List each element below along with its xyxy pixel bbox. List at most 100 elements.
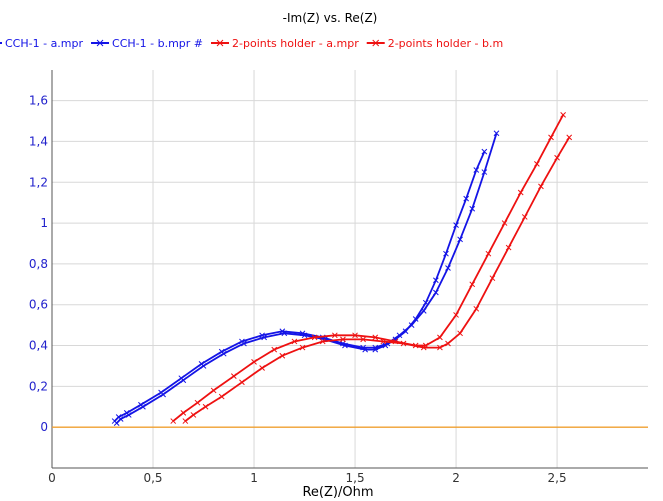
- x-tick-label: 1,5: [346, 471, 365, 485]
- data-point: [469, 281, 476, 288]
- legend-marker-2: [96, 39, 104, 47]
- data-point: [170, 418, 177, 424]
- data-point: [453, 312, 459, 318]
- legend-label-4: 2-points holder - b.m: [388, 37, 503, 50]
- data-point: [279, 352, 286, 359]
- data-point: [259, 365, 265, 371]
- data-point: [178, 375, 185, 382]
- data-point: [239, 379, 245, 386]
- data-point: [230, 373, 237, 380]
- legend-label-1: CCH-1 - a.mpr: [5, 37, 83, 50]
- y-tick-label: 0,4: [29, 339, 48, 353]
- data-point: [548, 134, 554, 141]
- data-point: [433, 277, 439, 284]
- data-point: [360, 344, 366, 351]
- data-point: [372, 334, 379, 341]
- series-line-4: [184, 136, 570, 422]
- data-point: [493, 130, 500, 137]
- data-point: [180, 410, 187, 416]
- data-point: [259, 332, 265, 339]
- x-tick-label: 0: [48, 471, 56, 485]
- data-point: [198, 361, 205, 367]
- legend-label-2: CCH-1 - b.mpr #: [112, 37, 203, 50]
- data-point: [473, 305, 480, 312]
- x-tick-label: 0,5: [143, 471, 162, 485]
- data-point: [182, 418, 189, 424]
- y-tick-label: 0,2: [29, 379, 48, 393]
- data-point: [554, 154, 560, 161]
- data-point: [251, 359, 257, 365]
- data-point: [396, 332, 403, 339]
- data-point: [457, 236, 463, 243]
- chart-title: -Im(Z) vs. Re(Z): [283, 11, 378, 25]
- y-tick-label: 0,6: [29, 298, 48, 312]
- data-point: [299, 330, 306, 337]
- data-point: [481, 148, 488, 155]
- data-point: [271, 346, 278, 353]
- y-axis-ticks: 0 0,2 0,4 0,6 0,8 1 1,2 1,4 1,6: [29, 94, 48, 435]
- data-point: [190, 412, 197, 418]
- data-point: [408, 322, 415, 328]
- data-point: [538, 183, 544, 190]
- data-point: [437, 344, 443, 351]
- legend-label-3: 2-points holder - a.mpr: [232, 37, 359, 50]
- data-point: [445, 340, 451, 347]
- data-point: [469, 205, 476, 212]
- x-tick-label: 2,5: [548, 471, 567, 485]
- y-tick-label: 1,4: [29, 134, 48, 148]
- data-point: [489, 275, 496, 282]
- data-point: [400, 340, 407, 347]
- data-point: [115, 414, 122, 420]
- data-point: [158, 389, 164, 396]
- y-tick-label: 0,8: [29, 257, 48, 271]
- x-axis-ticks: 0 0,5 1 1,5 2 2,5: [48, 471, 566, 485]
- x-axis-label: Re(Z)/Ohm: [302, 485, 373, 500]
- data-point: [340, 336, 346, 343]
- data-point: [360, 336, 366, 343]
- legend: CCH-1 - a.mpr CCH-1 - b.mpr # 2-points hol…: [0, 37, 503, 50]
- data-point: [473, 167, 480, 173]
- data-point: [566, 134, 573, 141]
- data-point: [194, 399, 201, 406]
- data-point: [311, 334, 318, 341]
- data-point: [291, 338, 298, 345]
- data-point: [380, 338, 387, 345]
- data-point: [505, 244, 512, 251]
- data-point: [123, 410, 130, 416]
- data-point: [319, 338, 326, 345]
- x-tick-label: 2: [452, 471, 460, 485]
- data-point: [420, 307, 427, 314]
- data-point: [534, 161, 540, 167]
- y-tick-label: 0: [40, 420, 48, 434]
- data-point: [218, 393, 225, 400]
- data-point: [420, 344, 427, 351]
- data-point: [445, 265, 451, 271]
- data-point: [138, 401, 144, 408]
- data-point: [352, 332, 358, 339]
- data-point: [481, 169, 488, 175]
- data-point: [560, 112, 566, 118]
- data-point: [331, 332, 338, 339]
- y-tick-label: 1,2: [29, 175, 48, 189]
- data-point: [239, 338, 245, 345]
- data-point: [210, 387, 217, 394]
- data-point: [372, 344, 379, 351]
- y-tick-label: 1: [40, 216, 48, 230]
- data-point: [453, 222, 459, 228]
- data-point: [218, 348, 225, 355]
- data-point: [443, 250, 449, 257]
- data-point: [463, 195, 470, 202]
- legend-marker-3: [216, 39, 224, 47]
- data-point: [340, 340, 346, 347]
- data-point: [437, 334, 443, 341]
- x-tick-label: 1: [250, 471, 258, 485]
- data-point: [457, 330, 463, 337]
- data-point: [501, 220, 508, 226]
- data-point: [517, 189, 524, 196]
- data-point: [521, 214, 528, 220]
- y-tick-label: 1,6: [29, 94, 48, 108]
- series-layer: [111, 112, 573, 426]
- data-point: [433, 289, 439, 296]
- data-point: [299, 344, 306, 351]
